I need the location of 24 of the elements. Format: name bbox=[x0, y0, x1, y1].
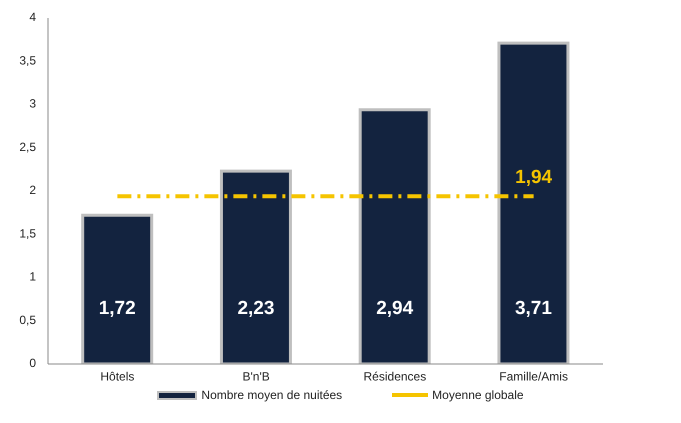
bar bbox=[358, 108, 431, 364]
y-tick-label: 0,5 bbox=[19, 312, 36, 327]
legend-label: Moyenne globale bbox=[432, 388, 524, 402]
data-label: 2,23 bbox=[237, 298, 274, 320]
bar bbox=[497, 42, 570, 364]
data-label: 1,94 bbox=[515, 167, 553, 188]
y-tick-label: 2,5 bbox=[19, 140, 36, 154]
x-tick-label: Résidences bbox=[364, 370, 426, 384]
x-tick-label: Hôtels bbox=[100, 370, 134, 384]
y-tick-label: 3,5 bbox=[19, 53, 36, 68]
y-tick-label: 2 bbox=[29, 183, 36, 198]
x-tick-label: Famille/Amis bbox=[499, 370, 568, 384]
data-label: 3,71 bbox=[514, 298, 552, 320]
y-tick-label: 3 bbox=[29, 96, 36, 111]
y-tick-label: 1,5 bbox=[19, 226, 36, 240]
x-tick-label: B'n'B bbox=[242, 370, 270, 384]
data-label: 1,72 bbox=[98, 298, 136, 320]
y-tick-label: 0 bbox=[29, 356, 36, 370]
y-tick-label: 1 bbox=[29, 270, 36, 284]
data-label: 2,94 bbox=[376, 298, 414, 320]
bar bbox=[81, 214, 154, 364]
legend-label: Nombre moyen de nuitées bbox=[201, 388, 342, 402]
y-tick-label: 4 bbox=[29, 10, 36, 24]
bar bbox=[220, 170, 292, 364]
